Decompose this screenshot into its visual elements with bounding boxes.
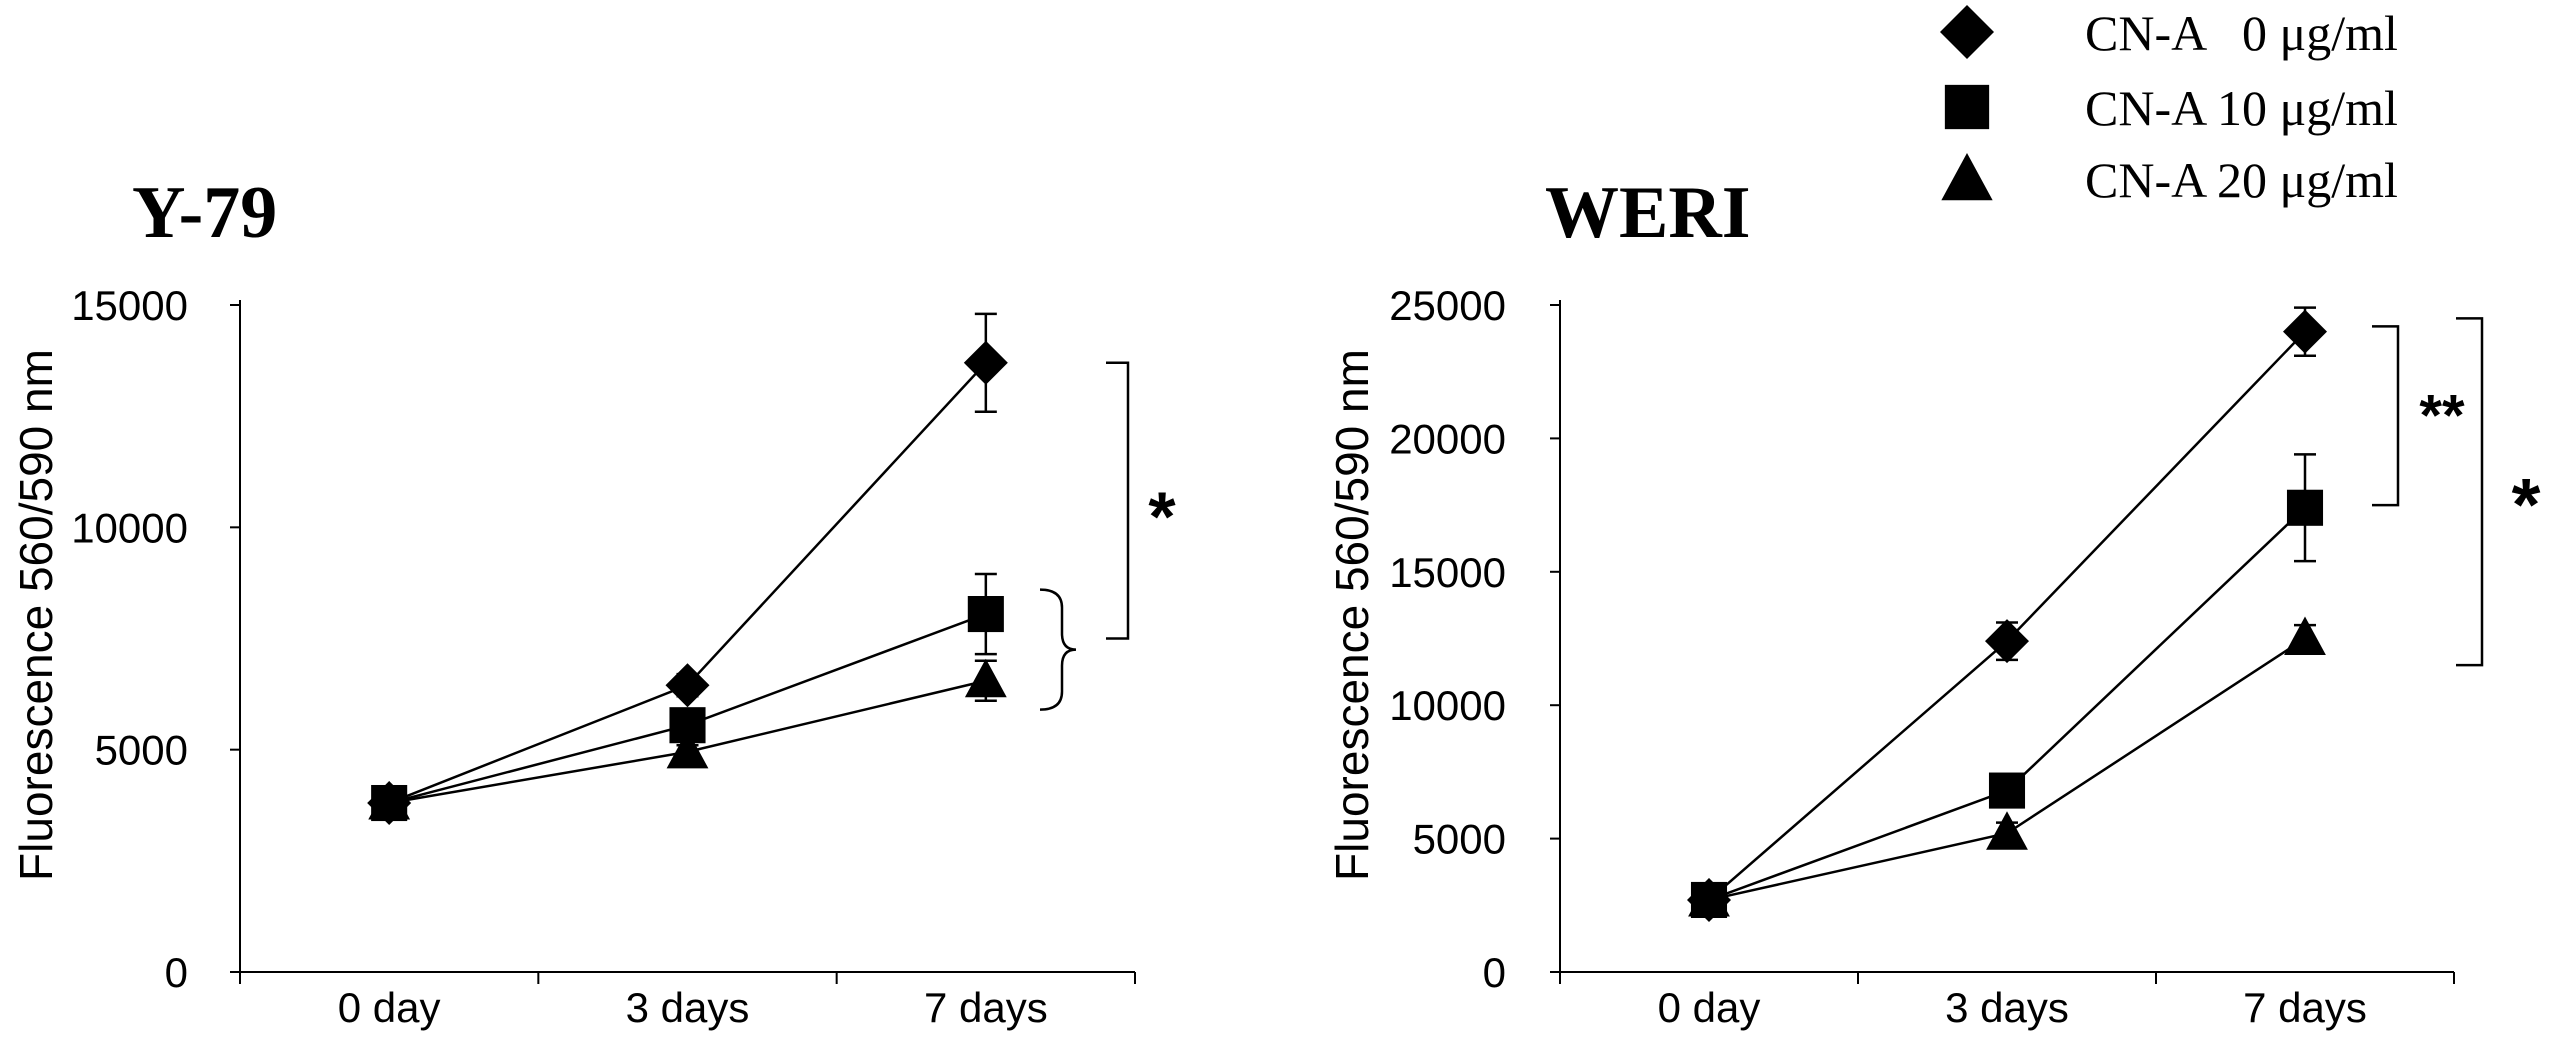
data-point-triangle — [368, 781, 411, 820]
legend-item-2: CN-A 20 μg/ml — [1941, 152, 2398, 208]
data-point-diamond — [963, 340, 1008, 385]
legend-label: CN-A 10 μg/ml — [2085, 80, 2398, 136]
significance-brace — [1039, 588, 1077, 711]
x-tick-label: 3 days — [1945, 984, 2069, 1031]
data-point-triangle — [2284, 616, 2326, 655]
chart-title: WERI — [1545, 172, 1751, 254]
legend-marker-diamond — [1940, 5, 1994, 59]
data-point-diamond — [1985, 619, 2029, 664]
plot-area: 0 5000 10000 15000 20000 25000 0 day 3 days 7 da… — [1389, 282, 2540, 1031]
legend-marker-triangle — [1941, 153, 1993, 201]
y-tick-label: 10000 — [71, 504, 188, 551]
plot-area: 0 5000 10000 15000 0 day 3 days 7 days * — [71, 282, 1176, 1031]
legend-marker-triangle — [1941, 153, 1993, 201]
x-tick-label: 3 days — [626, 984, 750, 1031]
y-tick-label: 0 — [165, 949, 188, 996]
y-tick-label: 15000 — [71, 282, 188, 329]
data-point-square — [1988, 772, 2026, 809]
significance-bracket — [1106, 361, 1130, 640]
legend-marker-square — [1944, 84, 1990, 130]
x-tick-label: 0 day — [338, 984, 441, 1031]
significance-label: * — [2512, 463, 2541, 546]
chart-title: Y-79 — [132, 172, 277, 254]
data-point-square — [967, 596, 1004, 633]
y-axis-label: Fluorescence 560/590 nm — [10, 349, 62, 881]
legend-label: CN-A 0 μg/ml — [2085, 5, 2398, 61]
x-tick-label: 0 day — [1658, 984, 1761, 1031]
significance-label: * — [1148, 478, 1176, 556]
legend-label: CN-A 20 μg/ml — [2085, 152, 2398, 208]
x-tick-label: 7 days — [924, 984, 1048, 1031]
data-point-triangle — [1986, 811, 2028, 850]
significance-label: ** — [2419, 384, 2465, 449]
legend-item-0: CN-A 0 μg/ml — [1940, 5, 2398, 61]
legend-marker-diamond — [1940, 5, 1994, 59]
y-tick-label: 20000 — [1389, 415, 1506, 462]
y-tick-label: 25000 — [1389, 282, 1506, 329]
chart-y79: Y-79 Fluorescence 560/590 nm 0 5000 10000 1… — [10, 172, 1176, 1031]
x-tick-label: 7 days — [2243, 984, 2367, 1031]
y-tick-label: 5000 — [95, 727, 188, 774]
data-point-square — [2286, 489, 2324, 526]
data-point-triangle — [964, 658, 1007, 698]
y-axis-label: Fluorescence 560/590 nm — [1326, 349, 1378, 881]
data-point-diamond — [665, 663, 710, 708]
y-tick-label: 5000 — [1413, 816, 1506, 863]
chart-weri: WERI Fluorescence 560/590 nm 0 5000 10000 1… — [1326, 172, 2541, 1031]
data-point-triangle — [1688, 877, 1730, 917]
y-tick-label: 15000 — [1389, 549, 1506, 596]
legend-item-1: CN-A 10 μg/ml — [1944, 80, 2398, 136]
data-point-diamond — [2283, 309, 2327, 354]
legend: CN-A 0 μg/ml CN-A 10 μg/ml CN-A 20 μg/ml — [1940, 5, 2398, 208]
legend-marker-square — [1944, 84, 1990, 130]
y-tick-label: 0 — [1483, 949, 1506, 996]
data-point-triangle — [666, 729, 709, 769]
y-tick-label: 10000 — [1389, 682, 1506, 729]
significance-bracket — [2456, 317, 2484, 667]
significance-bracket — [2372, 325, 2400, 507]
